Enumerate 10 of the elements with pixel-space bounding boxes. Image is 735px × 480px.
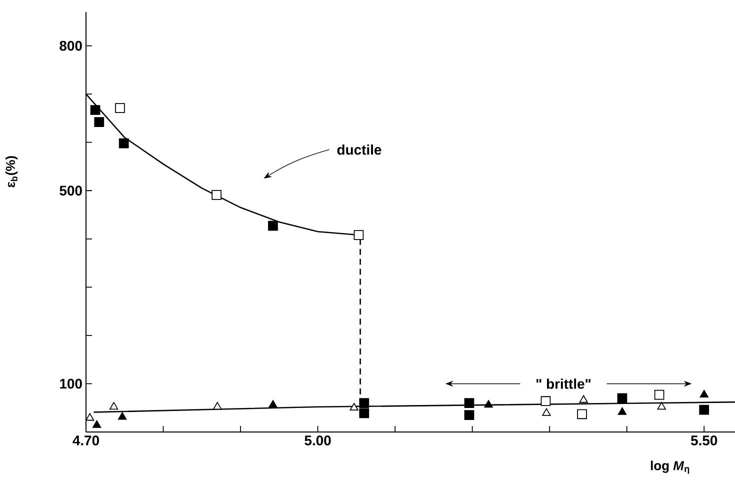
y-tick-label: 500	[60, 186, 82, 196]
x-tick-label: 4.70	[72, 436, 99, 446]
x-axis-title: log M$_{η}$	[650, 460, 690, 474]
y-tick-label: 100	[60, 378, 82, 389]
y-axis-title: ε$_{b}$(%)	[5, 156, 18, 188]
x-tick-label: 5.00	[304, 436, 331, 446]
x-tick-label: 5.50	[690, 436, 718, 446]
annotation: " brittle"	[536, 378, 590, 389]
y-tick-label: 800	[60, 40, 82, 51]
annotation: ductile	[337, 144, 382, 155]
